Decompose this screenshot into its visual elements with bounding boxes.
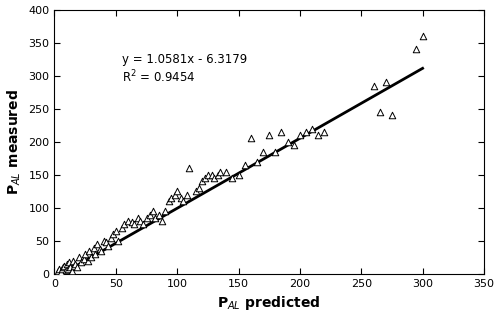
- Point: [70, 264, 78, 269]
- Point: [75, 255, 83, 260]
- Point: [167, 196, 175, 201]
- Point: [72, 262, 80, 267]
- Point: [308, 126, 316, 131]
- Point: [102, 240, 110, 245]
- Point: [59, 265, 67, 270]
- Point: [91, 252, 99, 257]
- Point: [66, 265, 74, 270]
- Point: [177, 196, 185, 201]
- Point: [60, 264, 68, 269]
- Point: [65, 259, 73, 265]
- Point: [259, 149, 267, 154]
- Point: [158, 218, 166, 224]
- Point: [136, 218, 144, 224]
- Point: [64, 266, 72, 271]
- Point: [418, 33, 426, 38]
- Point: [186, 166, 194, 171]
- Point: [155, 212, 163, 217]
- Point: [247, 136, 255, 141]
- Point: [222, 169, 230, 174]
- Point: [142, 215, 150, 220]
- Point: [314, 133, 322, 138]
- Point: [107, 235, 115, 240]
- Point: [62, 267, 70, 273]
- Point: [78, 259, 86, 265]
- Point: [81, 252, 89, 257]
- Point: [376, 109, 384, 114]
- Point: [120, 222, 128, 227]
- Point: [290, 142, 298, 148]
- Point: [183, 192, 191, 197]
- Point: [134, 215, 142, 220]
- Point: [253, 159, 261, 164]
- Text: R$^2$ = 0.9454: R$^2$ = 0.9454: [122, 69, 196, 86]
- Point: [234, 172, 242, 177]
- Point: [196, 185, 203, 190]
- Point: [164, 199, 172, 204]
- Point: [204, 172, 212, 177]
- Point: [114, 238, 122, 244]
- Point: [80, 257, 88, 262]
- Point: [180, 199, 188, 204]
- Point: [97, 248, 105, 253]
- Point: [412, 47, 420, 52]
- Point: [173, 189, 181, 194]
- Point: [151, 215, 159, 220]
- Point: [100, 238, 108, 244]
- Point: [320, 129, 328, 135]
- Point: [214, 172, 222, 177]
- Point: [112, 229, 120, 234]
- Point: [170, 192, 178, 197]
- Point: [110, 232, 118, 237]
- Point: [72, 265, 80, 270]
- Point: [146, 212, 154, 217]
- Point: [88, 255, 96, 260]
- Point: [302, 129, 310, 135]
- Point: [272, 149, 280, 154]
- Point: [210, 176, 218, 181]
- Point: [90, 245, 98, 250]
- Point: [54, 268, 62, 273]
- Point: [94, 242, 102, 247]
- Point: [208, 172, 216, 177]
- Point: [198, 179, 205, 184]
- Text: y = 1.0581x - 6.3179: y = 1.0581x - 6.3179: [122, 52, 247, 66]
- Point: [284, 139, 292, 144]
- Point: [388, 113, 396, 118]
- Point: [202, 176, 209, 181]
- Point: [69, 258, 77, 263]
- Point: [148, 209, 156, 214]
- Point: [216, 169, 224, 174]
- Point: [118, 225, 126, 230]
- Point: [85, 248, 93, 253]
- Point: [265, 133, 273, 138]
- Point: [278, 129, 285, 135]
- Point: [296, 133, 304, 138]
- Point: [56, 269, 64, 274]
- X-axis label: P$_{AL}$ predicted: P$_{AL}$ predicted: [218, 294, 321, 313]
- Point: [56, 267, 64, 272]
- Point: [128, 220, 136, 225]
- Point: [228, 176, 236, 181]
- Point: [161, 209, 169, 214]
- Point: [68, 268, 76, 273]
- Point: [139, 222, 147, 227]
- Point: [192, 189, 200, 194]
- Point: [124, 218, 132, 224]
- Point: [58, 266, 66, 271]
- Point: [84, 258, 92, 263]
- Point: [240, 162, 248, 168]
- Point: [370, 83, 378, 88]
- Y-axis label: P$_{AL}$ measured: P$_{AL}$ measured: [6, 89, 23, 195]
- Point: [130, 222, 138, 227]
- Point: [96, 246, 104, 252]
- Point: [382, 80, 390, 85]
- Point: [63, 262, 71, 267]
- Point: [104, 244, 112, 249]
